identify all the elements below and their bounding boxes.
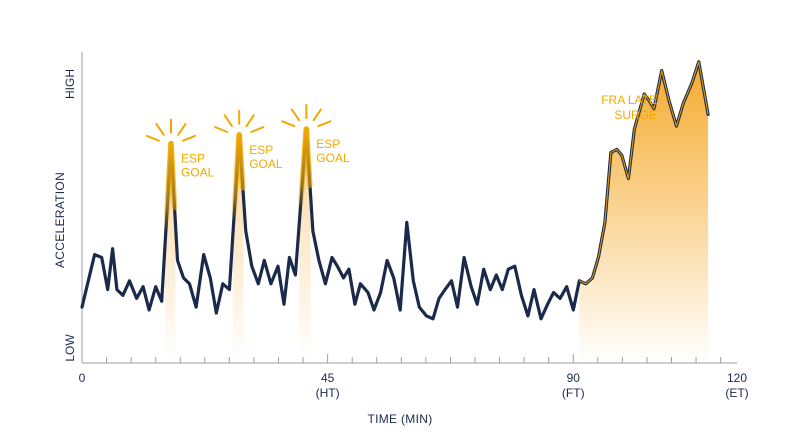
goal-peak-overlays: [163, 61, 709, 285]
goal-peak-area: [232, 134, 244, 363]
y-axis-title: ACCELERATION: [53, 172, 67, 268]
burst-ray: [245, 114, 255, 128]
burst-ray: [223, 114, 233, 128]
burst-ray: [250, 126, 265, 133]
surge-highlight-line: [579, 61, 709, 285]
x-tick-sublabel: (FT): [562, 386, 585, 400]
x-tick-label: 90: [567, 371, 581, 385]
x-tick-label: 0: [79, 371, 86, 385]
surge-annotation-text: FRA LATE: [601, 93, 657, 107]
goal-burst-icon: [281, 104, 332, 128]
goal-peak-line: [163, 140, 178, 234]
burst-ray: [214, 126, 229, 133]
chart-axes: 0 45(HT) 90(FT) 120(ET): [79, 52, 749, 400]
surge-annotation-text: SURGE: [614, 108, 657, 122]
burst-ray: [155, 123, 165, 136]
x-tick-sublabel: (HT): [316, 386, 340, 400]
goal-annotation-text: GOAL: [249, 157, 283, 171]
burst-ray: [312, 108, 322, 122]
goal-burst-icon: [145, 118, 197, 142]
goal-annotation-text: ESP: [316, 137, 340, 151]
burst-ray: [145, 134, 160, 142]
burst-ray: [177, 123, 187, 136]
y-tick-label-high: HIGH: [63, 69, 77, 99]
goal-annotation-text: ESP: [181, 152, 205, 166]
burst-ray: [281, 120, 296, 128]
burst-ray: [317, 120, 332, 128]
burst-ray: [182, 134, 197, 142]
goal-annotation-text: GOAL: [316, 151, 350, 165]
goal-peak-line: [297, 126, 313, 213]
goal-burst-icon: [214, 109, 265, 133]
y-tick-label-low: LOW: [63, 334, 77, 362]
x-axis-title: TIME (MIN): [368, 412, 433, 426]
goal-annotation-text: GOAL: [181, 166, 215, 180]
goal-peak-line: [231, 132, 246, 223]
surge-area: [579, 61, 709, 364]
x-tick-label: 45: [321, 371, 335, 385]
burst-ray: [290, 108, 301, 122]
x-tick-sublabel: (ET): [725, 386, 748, 400]
x-tick-label: 120: [727, 371, 747, 385]
goal-annotation-text: ESP: [249, 143, 273, 157]
